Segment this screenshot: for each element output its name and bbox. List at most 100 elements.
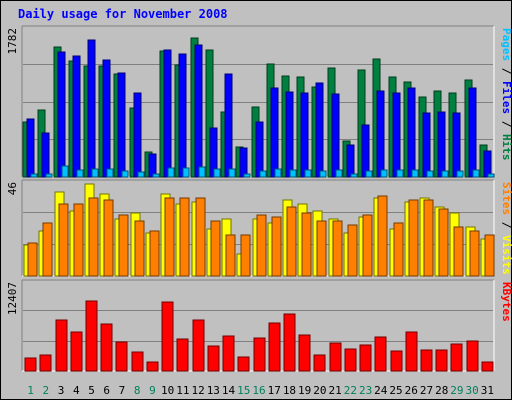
bar-pages-day-8: [137, 171, 145, 178]
bar-files-day-21: [331, 93, 340, 178]
x-tick-label: 30: [466, 384, 479, 397]
bar-sites-day-19: [301, 212, 312, 277]
bar-files-day-22: [346, 144, 355, 178]
bar-kbytes-day-31: [481, 361, 494, 372]
bar-kbytes-day-22: [344, 348, 357, 372]
bar-kbytes-day-4: [70, 331, 83, 372]
bar-sites-day-7: [118, 214, 129, 277]
bar-sites-day-4: [73, 203, 84, 277]
chart-title: Daily usage for November 2008: [18, 7, 228, 21]
y-max-label: 46: [6, 182, 19, 195]
bar-kbytes-day-13: [207, 345, 220, 372]
bar-sites-day-23: [362, 214, 373, 277]
bar-sites-day-22: [347, 224, 358, 277]
x-tick-label: 10: [161, 384, 174, 397]
bar-sites-day-18: [286, 206, 297, 277]
bar-pages-day-10: [167, 167, 175, 178]
x-tick-label: 12: [191, 384, 204, 397]
bar-kbytes-day-26: [405, 331, 418, 372]
x-tick-label: 1: [27, 384, 34, 397]
bar-pages-day-4: [76, 169, 84, 178]
bar-files-day-12: [194, 44, 203, 178]
bar-pages-day-12: [198, 166, 206, 178]
bar-sites-day-11: [179, 197, 190, 277]
bar-pages-day-21: [335, 169, 343, 178]
series-legend-label: Sites / Visits: [500, 182, 512, 275]
bar-files-day-20: [315, 82, 324, 178]
bar-pages-day-23: [365, 170, 373, 178]
bar-pages-day-5: [91, 168, 99, 178]
bar-sites-day-25: [393, 222, 404, 277]
bar-files-day-17: [270, 87, 279, 178]
bar-pages-day-22: [350, 173, 358, 178]
bar-pages-day-18: [289, 169, 297, 178]
x-tick-label: 13: [207, 384, 220, 397]
x-tick-label: 14: [222, 384, 236, 397]
bar-pages-day-28: [441, 170, 449, 178]
bar-pages-day-30: [472, 169, 480, 178]
bar-pages-day-14: [228, 168, 236, 178]
x-tick-label: 21: [329, 384, 342, 397]
bar-sites-day-26: [408, 199, 419, 277]
bar-files-day-31: [483, 150, 492, 178]
bar-kbytes-day-12: [192, 319, 205, 372]
x-tick-label: 6: [103, 384, 110, 397]
bar-kbytes-day-28: [435, 349, 448, 372]
kbytes-panel: 12407 KBytes: [6, 279, 512, 372]
y-max-label: 12407: [6, 282, 19, 315]
bar-sites-day-2: [42, 222, 53, 277]
bar-pages-day-15: [243, 173, 251, 178]
bar-kbytes-day-30: [466, 340, 479, 372]
bar-files-day-6: [102, 59, 111, 178]
bar-pages-day-6: [106, 168, 114, 178]
x-tick-label: 22: [344, 384, 357, 397]
x-axis-labels: 1 2 3 4 5 6 7 8 9 10 11 12 13 14 15 16 17 18 19 20 21 22 23 24 2…: [27, 384, 494, 397]
bar-files-day-5: [87, 39, 96, 178]
hits-files-pages-panel: 1782 Pages / Files / Hits: [6, 25, 512, 178]
x-tick-label: 19: [298, 384, 311, 397]
bar-kbytes-day-8: [131, 351, 144, 372]
x-tick-label: 2: [43, 384, 50, 397]
bar-kbytes-day-18: [283, 313, 296, 372]
bar-files-day-2: [41, 132, 50, 178]
legend-part: Visits: [500, 235, 512, 275]
bar-kbytes-day-24: [374, 336, 387, 372]
bar-files-day-8: [133, 92, 142, 178]
bar-sites-day-12: [195, 197, 206, 277]
bar-kbytes-day-17: [268, 322, 281, 372]
bar-sites-day-29: [453, 226, 464, 277]
bar-pages-day-25: [396, 169, 404, 178]
bar-pages-day-19: [304, 169, 312, 178]
bar-kbytes-day-5: [85, 300, 98, 372]
bar-kbytes-day-1: [24, 357, 37, 372]
bar-sites-day-24: [377, 195, 388, 277]
x-tick-label: 24: [374, 384, 388, 397]
bar-files-day-25: [392, 92, 401, 178]
bar-sites-day-14: [225, 234, 236, 277]
bar-sites-day-17: [271, 216, 282, 277]
bar-pages-day-24: [380, 169, 388, 178]
x-tick-label: 18: [283, 384, 296, 397]
legend-part: /: [500, 61, 512, 81]
legend-part: Sites: [500, 182, 512, 215]
bar-kbytes-day-20: [313, 354, 326, 372]
bar-files-day-23: [361, 124, 370, 178]
bar-sites-day-16: [256, 214, 267, 277]
x-tick-label: 11: [176, 384, 189, 397]
bar-pages-day-11: [182, 167, 190, 178]
bar-pages-day-2: [45, 173, 53, 178]
bar-sites-day-10: [164, 197, 175, 277]
bar-files-day-1: [26, 118, 35, 178]
bar-sites-day-3: [58, 203, 69, 277]
bar-kbytes-day-7: [115, 341, 128, 372]
bar-sites-day-8: [134, 220, 145, 277]
bar-pages-day-17: [274, 168, 282, 178]
x-tick-label: 4: [73, 384, 80, 397]
bar-files-day-27: [422, 112, 431, 178]
bar-pages-day-16: [259, 170, 267, 178]
bar-files-day-29: [452, 112, 461, 178]
x-tick-label: 15: [237, 384, 250, 397]
bar-sites-day-28: [438, 208, 449, 277]
bar-pages-day-29: [456, 170, 464, 178]
bar-kbytes-day-23: [359, 344, 372, 372]
